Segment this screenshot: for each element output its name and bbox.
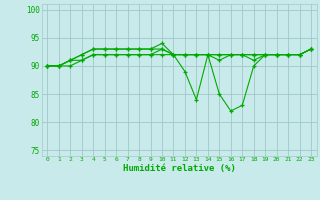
X-axis label: Humidité relative (%): Humidité relative (%) bbox=[123, 164, 236, 173]
